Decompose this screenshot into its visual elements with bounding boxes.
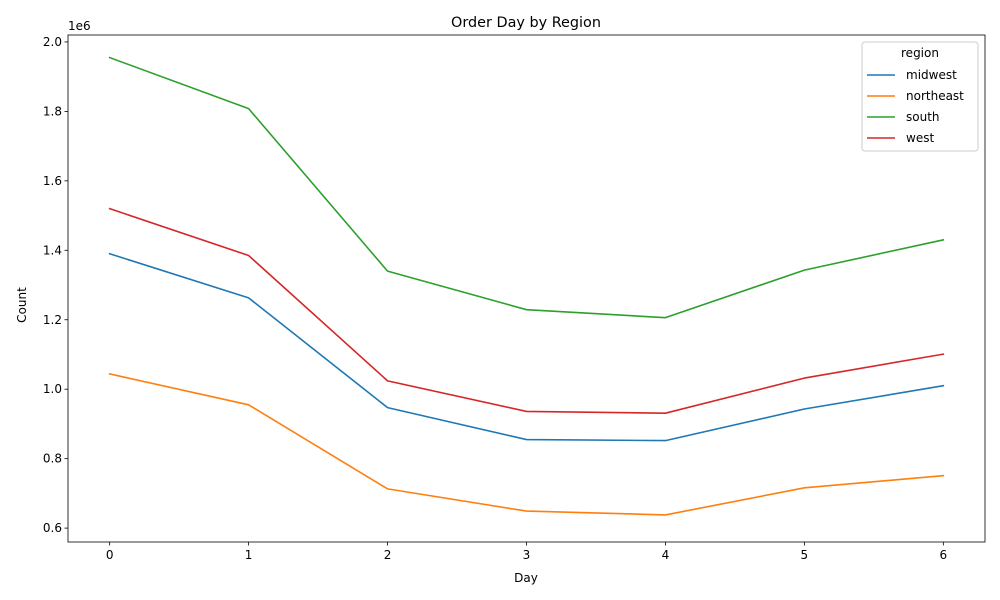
series-line-northeast bbox=[108, 372, 945, 516]
y-tick-label: 1.2 bbox=[43, 313, 62, 327]
y-tick-label: 1.4 bbox=[43, 243, 62, 257]
y-tick-label: 0.8 bbox=[43, 452, 62, 466]
series-line-south bbox=[108, 56, 945, 319]
y-tick-label: 1.8 bbox=[43, 104, 62, 118]
x-axis-label: Day bbox=[514, 571, 538, 585]
x-tick-label: 2 bbox=[384, 548, 392, 562]
chart-title: Order Day by Region bbox=[451, 15, 601, 31]
y-offset-label: 1e6 bbox=[68, 19, 91, 33]
legend-label-west: west bbox=[906, 131, 934, 145]
x-tick-label: 0 bbox=[106, 548, 114, 562]
x-tick-label: 6 bbox=[939, 548, 947, 562]
y-tick-label: 2.0 bbox=[43, 35, 62, 49]
y-tick-label: 0.6 bbox=[43, 521, 62, 535]
y-axis-label: Count bbox=[15, 287, 29, 323]
axes-frame bbox=[67, 34, 986, 543]
x-tick-label: 5 bbox=[801, 548, 809, 562]
legend: region midwest northeast south west bbox=[861, 41, 979, 152]
x-tick-label: 4 bbox=[662, 548, 670, 562]
y-tick-label: 1.0 bbox=[43, 382, 62, 396]
legend-label-northeast: northeast bbox=[906, 89, 964, 103]
x-tick-label: 3 bbox=[523, 548, 531, 562]
x-tick-label: 1 bbox=[245, 548, 253, 562]
series-line-west bbox=[108, 207, 945, 414]
plot-area: 0 1 2 3 4 5 6 0.6 0.8 1.0 1.2 1.4 1.6 1.8 2.0 bbox=[43, 34, 986, 562]
legend-title: region bbox=[901, 46, 939, 60]
legend-box bbox=[861, 41, 979, 152]
legend-label-south: south bbox=[906, 110, 940, 124]
legend-label-midwest: midwest bbox=[906, 68, 957, 82]
series-line-midwest bbox=[108, 252, 945, 442]
y-tick-label: 1.6 bbox=[43, 174, 62, 188]
